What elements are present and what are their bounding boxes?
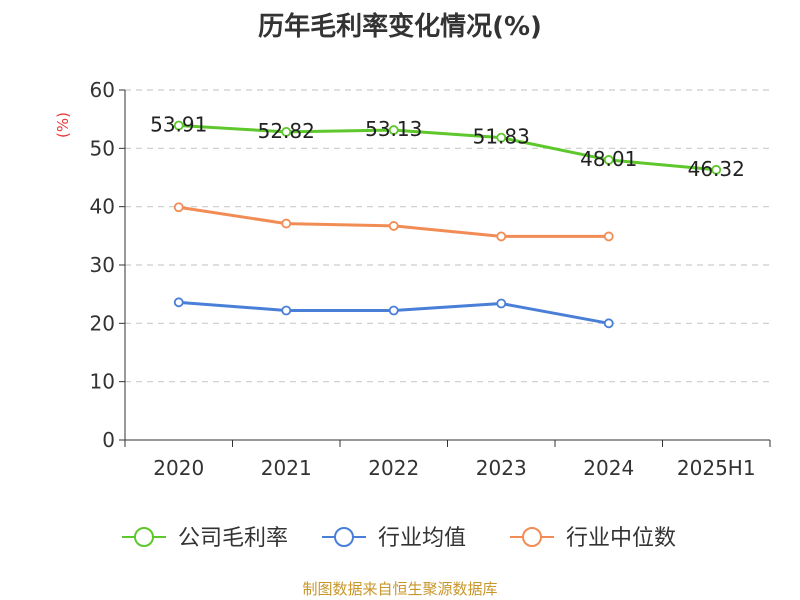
legend-label: 行业中位数 — [566, 526, 676, 551]
data-point — [388, 221, 399, 231]
y-tick-label: 0 — [102, 428, 115, 452]
data-point — [173, 120, 184, 131]
y-tick-label: 60 — [90, 78, 115, 102]
x-tick-label: 2021 — [261, 456, 312, 480]
data-label: 46.32 — [688, 157, 745, 181]
y-tick-label: 30 — [90, 253, 115, 277]
y-tick-label: 10 — [90, 370, 115, 394]
data-point — [603, 155, 614, 165]
y-tick-label: 50 — [90, 136, 115, 160]
data-label: 52.82 — [258, 119, 315, 143]
data-point — [388, 305, 399, 316]
x-tick-label: 2024 — [583, 456, 634, 480]
data-point — [388, 125, 399, 135]
series-line — [178, 124, 717, 172]
data-point — [281, 218, 292, 229]
legend-swatch-marker — [334, 527, 354, 547]
y-tick-label: 40 — [90, 195, 115, 219]
x-tick-label: 2020 — [153, 456, 204, 480]
data-point — [711, 164, 722, 175]
y-tick-label: 20 — [90, 311, 115, 335]
data-label: 51.83 — [473, 125, 530, 149]
legend-label: 行业均值 — [378, 526, 466, 551]
legend-label: 公司毛利率 — [178, 526, 288, 551]
legend-swatch-marker — [522, 527, 542, 547]
x-tick-label: 2023 — [476, 456, 527, 480]
source-note: 制图数据来自恒生聚源数据库 — [302, 580, 498, 598]
data-point — [173, 297, 184, 308]
data-point — [496, 132, 507, 143]
chart-title: 历年毛利率变化情况(%) — [258, 12, 542, 42]
data-point — [281, 126, 292, 137]
data-point — [496, 298, 507, 309]
data-label: 53.91 — [150, 113, 207, 137]
data-point — [603, 231, 614, 242]
x-tick-label: 2022 — [368, 456, 419, 480]
data-point — [496, 231, 507, 242]
data-label: 53.13 — [365, 117, 422, 141]
data-point — [281, 305, 292, 316]
data-point — [173, 202, 184, 213]
data-label: 48.01 — [580, 147, 637, 171]
x-tick-label: 2025H1 — [677, 456, 756, 480]
y-axis-label: (%) — [54, 112, 72, 138]
data-point — [603, 318, 614, 329]
legend-swatch-marker — [134, 527, 154, 547]
